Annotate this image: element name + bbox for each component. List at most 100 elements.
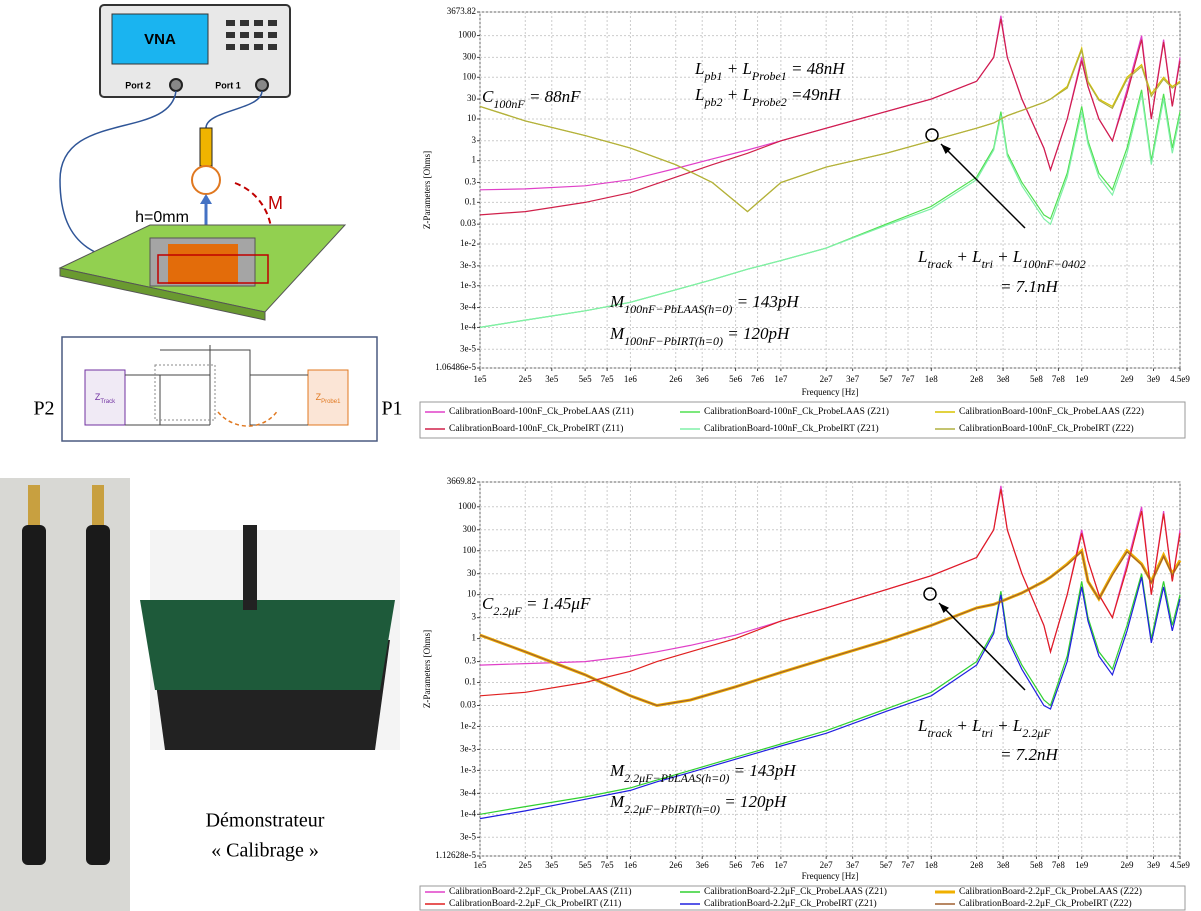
callout-arrow xyxy=(938,602,1026,691)
y-tick-label: 3 xyxy=(472,135,477,145)
annotation-text: = 120pH xyxy=(723,324,791,343)
annotation-text: = 7.2nH xyxy=(1000,745,1059,764)
annotation-text: L xyxy=(917,716,927,735)
z-track-box xyxy=(84,369,126,426)
y-tick-label: 300 xyxy=(463,524,477,534)
y-tick-label: 0.3 xyxy=(465,177,477,187)
y-tick-label: 0.03 xyxy=(460,218,476,228)
x-tick-label: 2e8 xyxy=(970,374,983,384)
x-axis-label: Frequency [Hz] xyxy=(802,871,859,881)
y-tick-label: 3e-4 xyxy=(460,302,476,312)
annotation-text: + L xyxy=(722,59,751,78)
probe-loop xyxy=(191,165,221,195)
annotation-text: = 120pH xyxy=(720,792,788,811)
x-tick-label: 5e6 xyxy=(729,374,742,384)
y-tick-label: 0.3 xyxy=(465,656,477,666)
y-tick-label: 30 xyxy=(467,93,477,103)
y-tick-label: 10 xyxy=(467,113,477,123)
annotation-text: M xyxy=(609,792,625,811)
annotation-text: C xyxy=(482,594,494,613)
annotation: Ltrack + Ltri + L2.2μF xyxy=(917,716,1051,740)
probe xyxy=(199,127,213,167)
x-tick-label: 1e6 xyxy=(624,374,637,384)
schematic-wires xyxy=(125,345,308,426)
series-line xyxy=(479,18,1181,216)
probe-connector xyxy=(92,485,104,525)
x-tick-label: 5e7 xyxy=(880,374,893,384)
y-tick-label: 10 xyxy=(467,589,477,599)
x-tick-label: 1e9 xyxy=(1075,860,1088,870)
x-tick-label: 3e5 xyxy=(545,860,558,870)
y-tick-label: 1000 xyxy=(458,501,477,511)
annotation-text: = 143pH xyxy=(732,292,800,311)
x-tick-label: 5e8 xyxy=(1030,374,1043,384)
x-tick-label: 2e5 xyxy=(519,374,532,384)
annotation: Lpb1 + LProbe1 = 48nH xyxy=(694,59,846,83)
x-tick-label: 1e5 xyxy=(474,374,487,384)
y-tick-label: 1 xyxy=(472,155,477,165)
annotation-text: + L xyxy=(993,716,1022,735)
annotation: = 7.2nH xyxy=(1000,745,1059,764)
annotation-subscript: pb1 xyxy=(703,69,722,83)
y-tick-label: 1e-3 xyxy=(460,764,476,774)
x-tick-label: 3e9 xyxy=(1147,374,1160,384)
pcb-edge xyxy=(59,267,266,321)
annotation-text: M xyxy=(609,292,625,311)
annotation-text: = 1.45μF xyxy=(522,594,591,613)
x-tick-label: 2e7 xyxy=(820,374,833,384)
probe-connector xyxy=(28,485,40,525)
component-body xyxy=(168,244,238,284)
x-axis-label: Frequency [Hz] xyxy=(802,387,859,397)
series-line xyxy=(479,577,1181,820)
y-tick-label: 1.12628e-5 xyxy=(435,850,476,860)
annotation: C100nF = 88nF xyxy=(482,87,581,111)
x-tick-label: 1e7 xyxy=(774,374,787,384)
callout-arrow-head xyxy=(941,144,951,154)
vna-label: VNA xyxy=(144,31,176,48)
y-tick-label: 0.03 xyxy=(460,700,476,710)
annotation-text: = 48nH xyxy=(787,59,846,78)
x-tick-label: 2e8 xyxy=(970,860,983,870)
z-track-main: Z xyxy=(95,392,101,402)
y-tick-label: 0.1 xyxy=(465,677,476,687)
z-probe-label: ZProbe1 xyxy=(316,392,342,404)
z-probe-sub: Probe1 xyxy=(321,399,341,405)
vna-screen xyxy=(111,13,209,65)
y-tick-label: 1e-2 xyxy=(460,238,476,248)
x-tick-label: 1e6 xyxy=(624,860,637,870)
x-tick-label: 2e9 xyxy=(1121,860,1134,870)
x-tick-label: 1e9 xyxy=(1075,374,1088,384)
annotation-subscript: 100nF−PbLAAS(h=0) xyxy=(624,302,732,316)
x-tick-label: 7e5 xyxy=(601,860,614,870)
annotation-text: =49nH xyxy=(787,85,842,104)
x-tick-label: 4.5e9 xyxy=(1170,860,1190,870)
annotation: M100nF−PbIRT(h=0) = 120pH xyxy=(609,324,791,348)
y-tick-label: 3e-3 xyxy=(460,744,476,754)
x-tick-label: 5e7 xyxy=(880,860,893,870)
coupling-arrow xyxy=(217,409,279,427)
probe-body xyxy=(22,525,46,865)
probe-photo xyxy=(0,478,130,911)
x-tick-label: 3e9 xyxy=(1147,860,1160,870)
legend-label: CalibrationBoard-100nF_Ck_ProbeIRT (Z21) xyxy=(704,423,879,434)
board-probe xyxy=(243,525,257,610)
series-line xyxy=(479,47,1181,213)
legend-label: CalibrationBoard-2.2μF_Ck_ProbeLAAS (Z21… xyxy=(704,886,887,897)
legend-label: CalibrationBoard-2.2μF_Ck_ProbeLAAS (Z11… xyxy=(449,886,632,897)
annotation-subscript: 2.2μF xyxy=(493,604,522,618)
series-line xyxy=(479,489,1181,697)
annotation-text: + L xyxy=(722,85,751,104)
current-loop xyxy=(157,254,269,284)
z-track-label: ZTrack xyxy=(95,392,116,404)
legend-label: CalibrationBoard-100nF_Ck_ProbeLAAS (Z11… xyxy=(449,406,634,417)
legend-label: CalibrationBoard-2.2μF_Ck_ProbeLAAS (Z22… xyxy=(959,886,1142,897)
y-tick-label: 1.06486e-5 xyxy=(435,362,476,372)
height-label: h=0mm xyxy=(135,209,189,226)
x-tick-label: 5e8 xyxy=(1030,860,1043,870)
annotation-text: + L xyxy=(952,247,981,266)
x-tick-label: 4.5e9 xyxy=(1170,374,1190,384)
legend-label: CalibrationBoard-100nF_Ck_ProbeIRT (Z11) xyxy=(449,423,623,434)
legend-label: CalibrationBoard-100nF_Ck_ProbeLAAS (Z22… xyxy=(959,406,1144,417)
port-p1: P1 xyxy=(381,398,402,420)
